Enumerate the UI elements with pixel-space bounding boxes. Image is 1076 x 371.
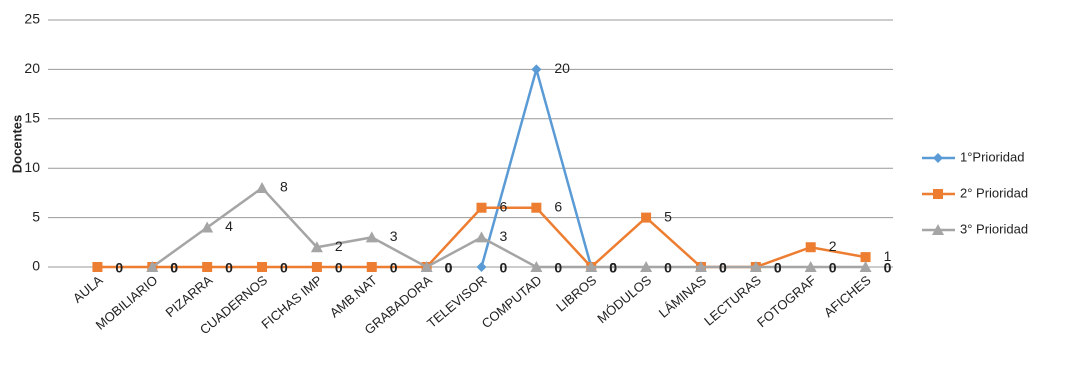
marker [476, 262, 487, 272]
marker [933, 189, 943, 199]
marker [804, 261, 817, 272]
marker [92, 262, 103, 272]
data-label: 0 [445, 260, 453, 276]
marker [805, 242, 816, 253]
y-tick-label: 0 [32, 258, 40, 274]
marker [860, 252, 871, 263]
data-label: 0 [280, 260, 288, 276]
data-label: 6 [554, 198, 562, 214]
y-axis-title: Docentes [9, 115, 24, 174]
data-label: 0 [884, 260, 892, 276]
y-tick-label: 25 [24, 11, 40, 27]
marker [475, 231, 488, 243]
marker [257, 262, 268, 272]
x-tick-label: MÓDULOS [594, 272, 654, 326]
marker [530, 261, 543, 272]
data-label: 3 [500, 228, 508, 244]
x-tick-label: COMPUTAD [479, 272, 545, 331]
marker [585, 261, 598, 272]
marker [859, 261, 872, 272]
data-label: 0 [335, 260, 343, 276]
marker [310, 241, 323, 253]
data-label: 5 [664, 208, 672, 224]
data-label: 0 [170, 260, 178, 276]
data-label: 6 [500, 198, 508, 214]
y-tick-label: 15 [24, 110, 40, 126]
legend-label: 2° Prioridad [960, 185, 1028, 200]
data-label: 0 [390, 260, 398, 276]
data-label: 0 [829, 260, 837, 276]
x-tick-label: AFICHES [821, 272, 874, 320]
y-tick-label: 5 [32, 208, 40, 224]
data-label: 0 [719, 260, 727, 276]
legend-label: 1°Prioridad [960, 149, 1024, 164]
x-tick-label: AULA [70, 272, 106, 306]
data-label: 0 [554, 260, 562, 276]
data-label: 0 [500, 260, 508, 276]
marker [476, 202, 487, 213]
legend-label: 3° Prioridad [960, 221, 1028, 236]
marker [749, 261, 762, 272]
y-tick-label: 10 [24, 159, 40, 175]
data-label: 1 [884, 248, 892, 264]
data-label: 0 [664, 260, 672, 276]
data-label: 8 [280, 179, 288, 195]
marker [694, 261, 707, 272]
data-label: 0 [115, 260, 123, 276]
y-tick-label: 20 [24, 60, 40, 76]
x-tick-label: FOTOGRAF [754, 272, 819, 330]
data-label: 0 [445, 260, 453, 276]
data-label: 3 [390, 228, 398, 244]
x-tick-label: LIBROS [553, 272, 599, 314]
marker [366, 262, 377, 272]
marker [256, 181, 269, 193]
data-label: 20 [554, 60, 570, 76]
x-tick-label: AMB.NAT [327, 272, 380, 320]
marker [640, 261, 653, 272]
data-label: 0 [225, 260, 233, 276]
marker [146, 261, 159, 272]
data-label: 0 [609, 260, 617, 276]
marker [531, 64, 542, 75]
marker [933, 153, 943, 163]
marker [420, 261, 433, 272]
x-tick-label: PIZARRA [163, 272, 216, 320]
data-label: 2 [335, 238, 343, 254]
data-label: 0 [170, 260, 178, 276]
marker [641, 212, 652, 223]
marker [365, 231, 378, 243]
marker [531, 202, 542, 213]
marker [311, 262, 322, 272]
marker [201, 221, 214, 233]
data-label: 4 [225, 218, 233, 234]
series-line [151, 186, 866, 269]
marker [932, 224, 944, 235]
x-tick-label: LÁMINAS [656, 272, 710, 320]
marker [202, 262, 213, 272]
x-tick-label: FICHAS IMP [258, 272, 325, 331]
data-label: 2 [829, 238, 837, 254]
data-label: 0 [774, 260, 782, 276]
